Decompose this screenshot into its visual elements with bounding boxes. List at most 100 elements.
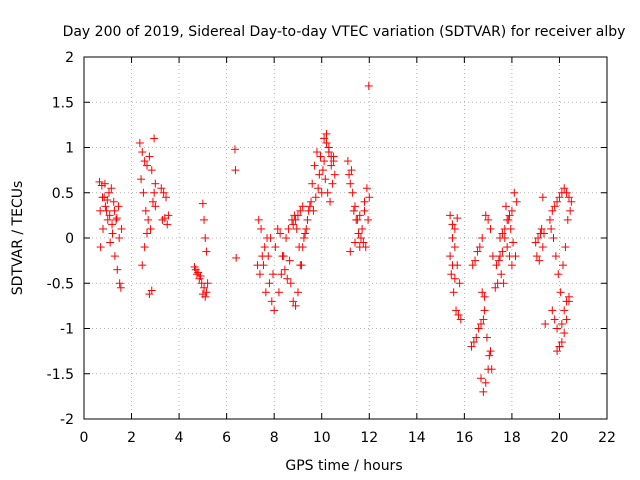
data-point	[560, 306, 569, 315]
data-point	[484, 365, 493, 374]
data-point	[446, 252, 455, 261]
data-point	[557, 338, 566, 347]
data-point	[254, 215, 263, 224]
data-point	[512, 197, 521, 206]
data-point	[474, 324, 483, 333]
data-point	[103, 215, 112, 224]
data-point	[147, 286, 156, 295]
data-point	[359, 238, 368, 247]
data-point	[505, 252, 514, 261]
data-point	[255, 270, 264, 279]
data-point	[201, 292, 210, 301]
data-point	[532, 252, 541, 261]
data-point	[305, 202, 314, 211]
data-point	[309, 206, 318, 215]
data-point	[498, 247, 507, 256]
data-point	[326, 197, 335, 206]
data-point	[316, 152, 325, 161]
x-tick-label: 16	[455, 430, 473, 446]
data-point	[452, 306, 461, 315]
data-point	[538, 243, 547, 252]
data-point	[315, 170, 324, 179]
y-tick-labels: -2 -1.5 -1 -0.5 0 0.5 1 1.5 2	[47, 50, 74, 428]
data-point	[266, 234, 275, 242]
data-point	[99, 224, 108, 233]
data-point	[351, 202, 360, 211]
data-point	[303, 215, 312, 224]
data-point	[479, 387, 488, 396]
data-point	[504, 215, 513, 224]
data-point	[454, 310, 463, 319]
data-point	[270, 306, 279, 315]
data-point	[322, 129, 331, 138]
data-point	[485, 351, 494, 360]
data-point	[310, 161, 319, 170]
data-point	[343, 157, 352, 166]
data-point	[346, 179, 355, 188]
x-tick-label: 4	[175, 430, 184, 446]
data-point	[279, 252, 288, 261]
data-point	[117, 224, 126, 233]
x-axis-label: GPS time / hours	[285, 458, 402, 474]
data-point	[141, 206, 150, 215]
data-point	[545, 215, 554, 224]
data-point	[107, 184, 116, 193]
data-point	[201, 234, 210, 242]
y-tick-label: 0.5	[52, 186, 74, 202]
data-point	[467, 342, 476, 351]
data-point	[157, 184, 166, 193]
data-point	[507, 261, 516, 270]
data-point	[486, 347, 495, 356]
data-point	[345, 170, 354, 179]
data-point	[163, 220, 172, 229]
x-tick-label: 18	[503, 430, 521, 446]
data-point	[150, 134, 159, 143]
data-point	[349, 206, 358, 215]
data-point	[497, 270, 506, 279]
data-point	[475, 243, 484, 252]
data-point	[352, 215, 361, 224]
data-point	[478, 234, 487, 242]
data-point	[351, 238, 360, 247]
y-axis-label: SDTVAR / TECUs	[10, 181, 26, 296]
data-point	[555, 193, 564, 202]
data-point	[484, 215, 493, 224]
data-point	[354, 229, 363, 238]
data-point	[549, 234, 558, 242]
data-point	[259, 261, 268, 270]
data-point	[289, 297, 298, 306]
x-tick-label: 20	[551, 430, 569, 446]
data-point	[138, 261, 147, 270]
data-point	[324, 148, 333, 157]
data-point	[478, 288, 487, 297]
data-point	[557, 319, 566, 328]
data-point	[291, 215, 300, 224]
data-point	[196, 272, 205, 281]
data-point	[448, 234, 457, 242]
data-point	[481, 211, 490, 220]
data-point	[498, 229, 507, 238]
data-point	[285, 256, 294, 265]
data-point	[472, 333, 481, 342]
data-point	[564, 193, 573, 202]
data-point	[299, 234, 308, 242]
data-point	[356, 234, 365, 242]
plot-frame	[83, 56, 608, 420]
data-point	[556, 288, 565, 297]
data-point	[364, 81, 373, 90]
data-point	[455, 279, 464, 288]
data-point	[151, 179, 160, 188]
data-point	[448, 261, 457, 270]
data-point	[453, 214, 462, 223]
data-point	[202, 288, 211, 297]
data-point	[98, 193, 107, 202]
x-tick-label: 12	[360, 430, 378, 446]
y-tick-label: -0.5	[47, 276, 74, 292]
data-point	[509, 238, 518, 247]
data-point	[202, 247, 211, 256]
data-point	[496, 234, 505, 242]
data-point	[547, 224, 556, 233]
data-point	[560, 184, 569, 193]
data-point	[280, 265, 289, 274]
y-tick-label: 1	[65, 141, 74, 157]
